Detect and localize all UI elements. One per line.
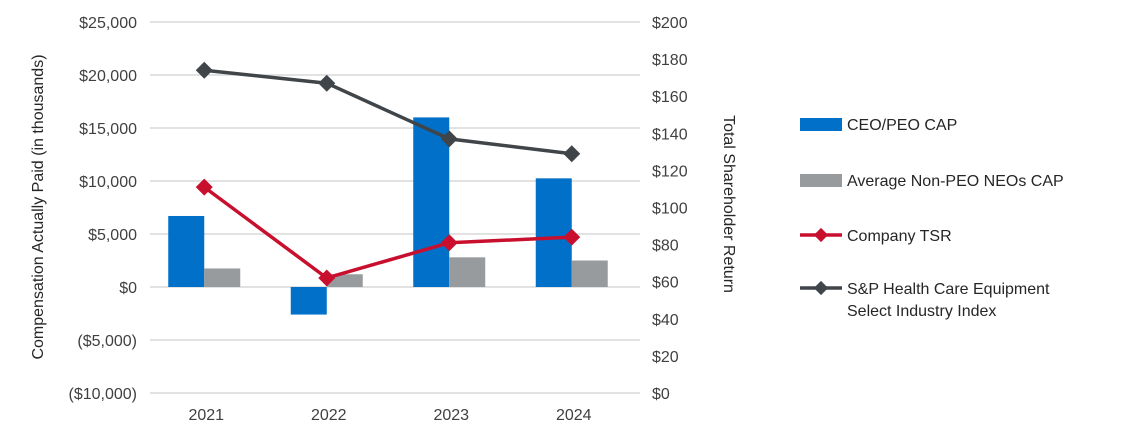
x-tick-label: 2021 xyxy=(188,407,224,424)
legend-label: Average Non-PEO NEOs CAP xyxy=(847,173,1064,190)
legend-label: Select Industry Index xyxy=(847,303,996,320)
data-point-marker xyxy=(195,61,213,79)
left-tick-label: ($10,000) xyxy=(69,386,138,403)
right-tick-label: $0 xyxy=(652,386,670,403)
bar-ceo-cap xyxy=(413,117,450,288)
bar-ceo-cap xyxy=(290,287,327,315)
legend-marker xyxy=(813,227,829,243)
legend-label: CEO/PEO CAP xyxy=(847,117,957,134)
legend-swatch xyxy=(800,174,842,187)
x-tick-label: 2023 xyxy=(433,407,469,424)
data-point-marker xyxy=(195,178,213,196)
data-point-marker xyxy=(318,74,336,92)
right-tick-label: $140 xyxy=(652,126,688,143)
line-company-tsr xyxy=(203,185,572,280)
right-tick-label: $160 xyxy=(652,89,688,106)
left-tick-label: $25,000 xyxy=(79,15,137,32)
right-tick-label: $80 xyxy=(652,238,679,255)
left-tick-label: $5,000 xyxy=(88,227,137,244)
left-tick-label: $10,000 xyxy=(79,174,137,191)
right-axis-label: Total Shareholder Return xyxy=(720,115,737,293)
left-tick-label: $0 xyxy=(119,280,137,297)
right-tick-label: $120 xyxy=(652,163,688,180)
line-sp-index xyxy=(204,68,572,156)
bar-neo-cap xyxy=(449,257,486,287)
bar-ceo-cap xyxy=(168,215,205,287)
x-tick-label: 2024 xyxy=(556,407,592,424)
legend-swatch xyxy=(800,118,842,131)
right-tick-label: $40 xyxy=(652,312,679,329)
right-tick-label: $100 xyxy=(652,201,688,218)
data-point-marker xyxy=(440,234,458,252)
right-tick-label: $20 xyxy=(652,349,679,366)
legend-marker xyxy=(813,280,829,296)
left-tick-label: $15,000 xyxy=(79,121,137,138)
bar-neo-cap xyxy=(326,274,363,287)
data-point-marker xyxy=(440,130,458,148)
data-point-marker xyxy=(563,145,581,163)
left-tick-label: ($5,000) xyxy=(77,333,137,350)
legend-label: Company TSR xyxy=(847,228,952,245)
data-point-marker xyxy=(318,269,336,287)
data-point-marker xyxy=(563,228,581,246)
bar-neo-cap xyxy=(204,268,241,287)
x-tick-label: 2022 xyxy=(311,407,347,424)
right-tick-label: $200 xyxy=(652,15,688,32)
right-tick-label: $60 xyxy=(652,275,679,292)
bar-ceo-cap xyxy=(535,178,572,287)
right-tick-label: $180 xyxy=(652,52,688,69)
legend-label: S&P Health Care Equipment xyxy=(847,281,1050,298)
left-axis-label: Compensation Actually Paid (in thousands… xyxy=(30,54,47,359)
bar-neo-cap xyxy=(571,260,608,287)
left-tick-label: $20,000 xyxy=(79,68,137,85)
